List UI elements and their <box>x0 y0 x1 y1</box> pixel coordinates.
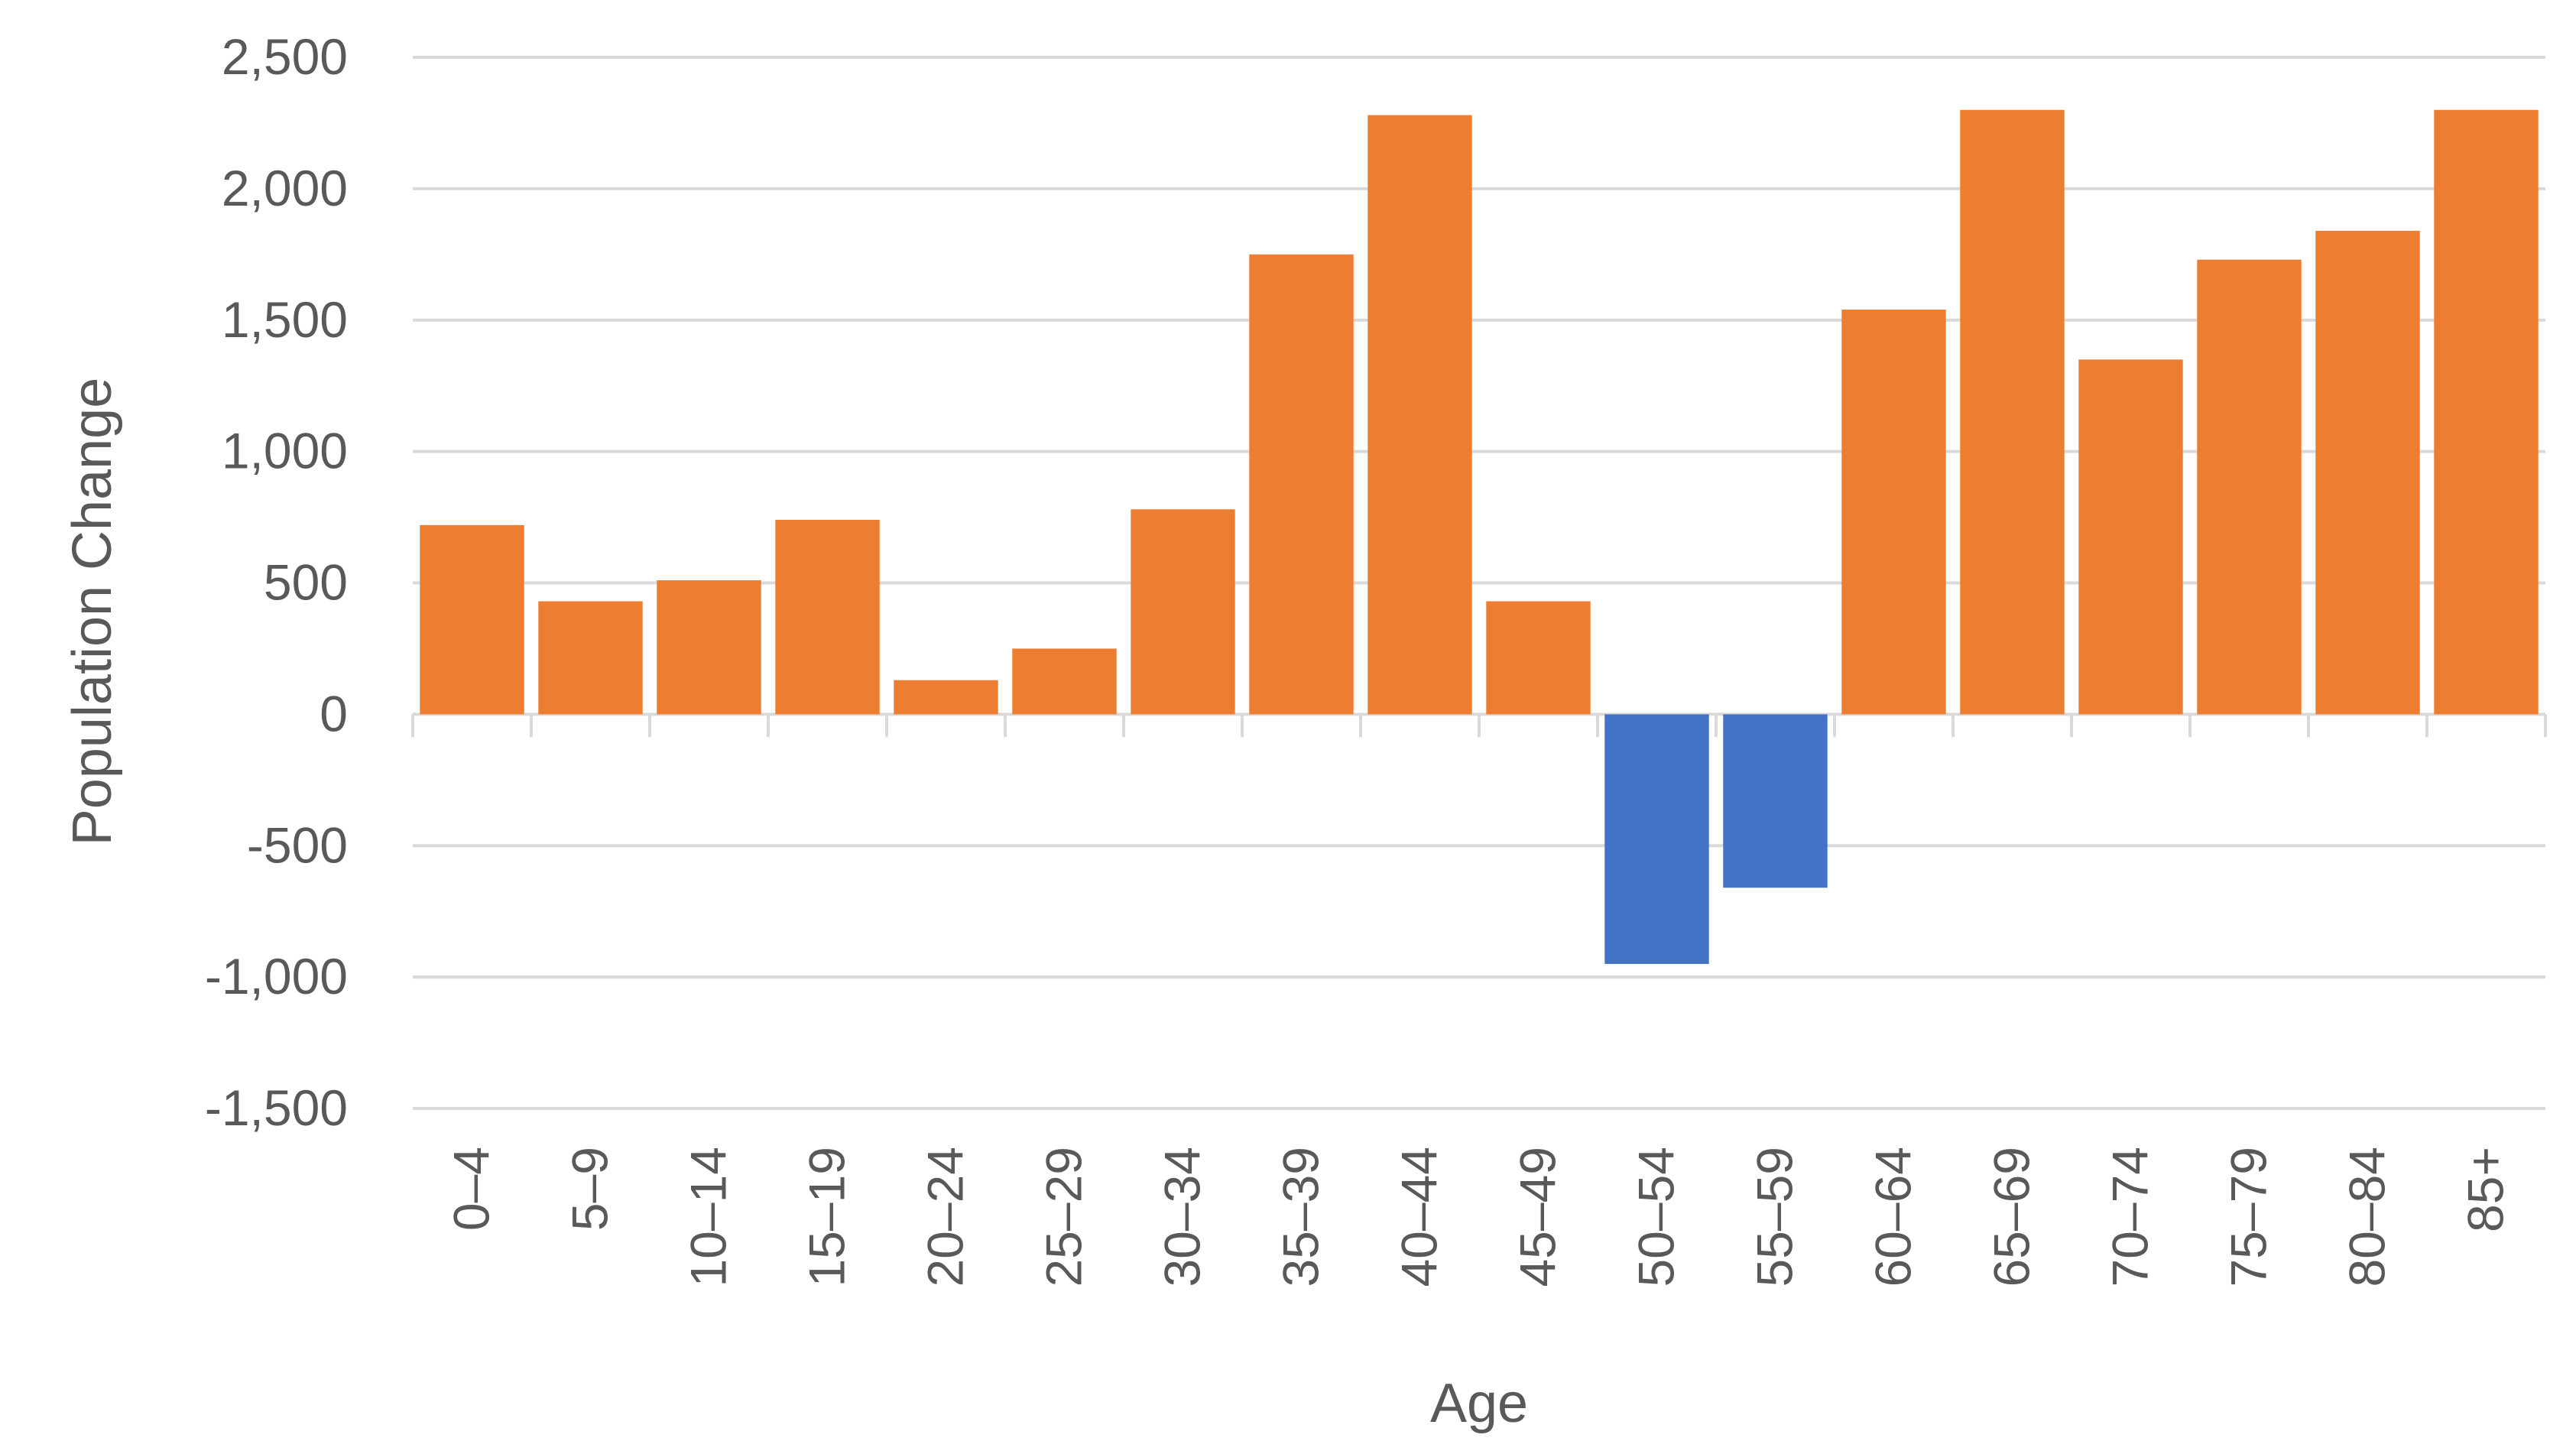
x-tick-label: 20–24 <box>917 1147 974 1287</box>
y-tick-label: 1,500 <box>222 291 348 348</box>
bar-10–14 <box>657 580 761 715</box>
x-tick-label: 50–54 <box>1628 1147 1685 1287</box>
bar-5–9 <box>538 601 643 715</box>
x-tick-label: 80–84 <box>2339 1147 2396 1287</box>
bar-55–59 <box>1723 714 1828 888</box>
x-tick-label: 35–39 <box>1273 1147 1329 1287</box>
x-tick-label: 70–74 <box>2102 1147 2159 1287</box>
bar-70–74 <box>2078 359 2183 715</box>
bar-35–39 <box>1249 254 1354 715</box>
bar-15–19 <box>775 520 880 715</box>
bar-0–4 <box>420 524 524 715</box>
y-tick-label: -1,000 <box>205 948 348 1004</box>
x-tick-label: 10–14 <box>680 1147 737 1287</box>
x-tick-label: 40–44 <box>1391 1147 1448 1287</box>
y-tick-label: 500 <box>264 554 348 611</box>
x-tick-label: 0–4 <box>443 1147 500 1231</box>
bar-40–44 <box>1367 115 1472 715</box>
x-tick-label: 45–49 <box>1510 1147 1566 1287</box>
bar-20–24 <box>894 680 998 715</box>
x-tick-label: 55–59 <box>1747 1147 1803 1287</box>
x-tick-label: 5–9 <box>562 1147 618 1231</box>
y-axis-tick-labels: 2,500 2,000 1,500 1,000 500 0 -500 -1,000 -1,500 <box>205 28 348 1136</box>
bar-80–84 <box>2315 230 2420 715</box>
x-tick-label: 15–19 <box>799 1147 855 1287</box>
x-axis-tick-labels: 0–4 5–9 10–14 15–19 20–24 25–29 30–34 35–39 40–4… <box>443 1147 2514 1287</box>
x-tick-label: 75–79 <box>2221 1147 2277 1287</box>
y-axis-title: Population Change <box>62 378 123 846</box>
bar-85+ <box>2434 109 2539 715</box>
bars <box>420 109 2539 964</box>
y-tick-label: 0 <box>320 685 348 742</box>
x-tick-label: 25–29 <box>1036 1147 1092 1287</box>
bar-30–34 <box>1131 509 1235 715</box>
bar-25–29 <box>1012 648 1117 715</box>
x-axis-title: Age <box>1430 1373 1528 1434</box>
y-tick-label: 2,500 <box>222 28 348 85</box>
y-tick-label: -1,500 <box>205 1079 348 1136</box>
y-tick-label: 1,000 <box>222 423 348 479</box>
x-tick-label: 85+ <box>2458 1147 2514 1232</box>
x-tick-label: 60–64 <box>1865 1147 1922 1287</box>
y-tick-label: -500 <box>247 816 348 873</box>
bar-60–64 <box>1841 310 1946 715</box>
bar-50–54 <box>1604 714 1709 964</box>
bar-65–69 <box>1960 109 2065 715</box>
x-tick-label: 30–34 <box>1154 1147 1211 1287</box>
x-axis-ticks <box>411 714 2547 738</box>
bar-75–79 <box>2197 259 2302 715</box>
bar-45–49 <box>1486 601 1591 715</box>
y-tick-label: 2,000 <box>222 160 348 216</box>
x-tick-label: 65–69 <box>1984 1147 2040 1287</box>
